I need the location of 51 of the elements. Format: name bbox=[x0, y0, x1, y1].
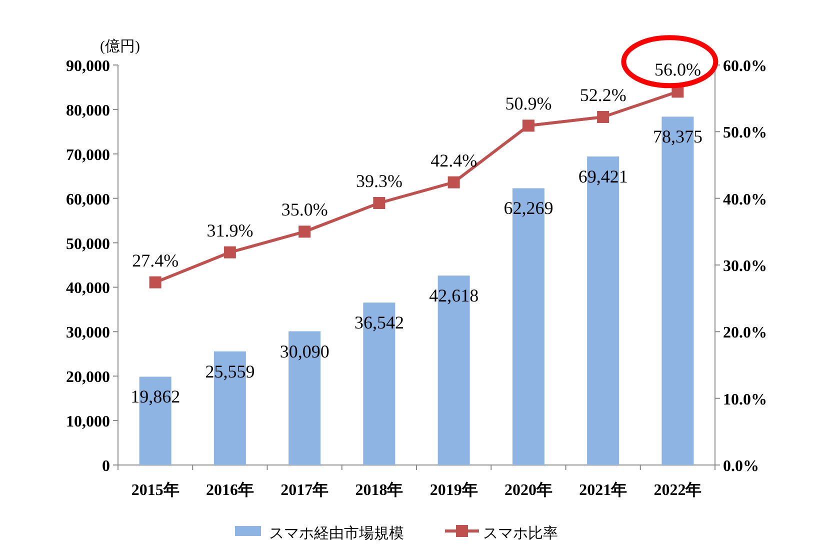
legend-label: スマホ比率 bbox=[483, 524, 558, 542]
legend-label: スマホ経由市場規模 bbox=[269, 524, 404, 542]
y-tick-label: 30,000 bbox=[66, 324, 110, 342]
y2-tick-label: 10.0% bbox=[723, 391, 767, 408]
data-label: 31.9% bbox=[206, 220, 254, 240]
y-tick-label: 90,000 bbox=[66, 58, 110, 75]
y-axis-title: (億円) bbox=[100, 38, 140, 55]
y-tick-label: 80,000 bbox=[66, 102, 110, 120]
data-label: 39.3% bbox=[356, 171, 402, 191]
x-tick-label: 2015年 bbox=[131, 481, 180, 499]
data-label: 52.2% bbox=[580, 85, 626, 105]
data-label: 78,375 bbox=[652, 126, 702, 147]
data-label: 19,862 bbox=[130, 386, 180, 407]
point bbox=[224, 246, 236, 258]
data-label: 36,542 bbox=[354, 312, 404, 333]
point bbox=[448, 176, 460, 188]
y2-tick-label: 30.0% bbox=[723, 258, 767, 275]
data-label: 56.0% bbox=[654, 60, 701, 80]
y-tick-label: 20,000 bbox=[66, 369, 110, 386]
data-label: 42.4% bbox=[430, 150, 478, 170]
x-tick-label: 2016年 bbox=[206, 481, 254, 499]
data-label: 62,269 bbox=[504, 198, 554, 218]
y-tick-label: 60,000 bbox=[66, 191, 110, 208]
point bbox=[373, 197, 386, 209]
data-label: 42,618 bbox=[429, 286, 479, 306]
x-tick-label: 2022年 bbox=[654, 481, 702, 499]
data-label: 27.4% bbox=[132, 250, 179, 270]
y-tick-label: 40,000 bbox=[66, 280, 110, 298]
point bbox=[597, 111, 610, 123]
x-tick-label: 2017年 bbox=[280, 481, 329, 499]
x-tick-label: 2020年 bbox=[504, 481, 552, 499]
point bbox=[149, 276, 162, 288]
point bbox=[298, 226, 311, 238]
y2-tick-label: 40.0% bbox=[723, 191, 767, 208]
x-tick-label: 2021年 bbox=[579, 481, 628, 499]
data-label: 25,559 bbox=[205, 361, 255, 382]
data-label: 35.0% bbox=[281, 200, 328, 220]
y-tick-label: 10,000 bbox=[66, 414, 110, 431]
y-tick-label: 0 bbox=[102, 458, 110, 475]
y2-tick-label: 0.0% bbox=[723, 458, 759, 475]
data-label: 69,421 bbox=[578, 166, 628, 186]
data-label: 50.9% bbox=[505, 94, 552, 114]
y-tick-label: 70,000 bbox=[66, 146, 110, 164]
data-label: 30,090 bbox=[280, 341, 330, 362]
y2-tick-label: 50.0% bbox=[723, 124, 767, 142]
y-tick-label: 50,000 bbox=[66, 236, 110, 253]
point bbox=[522, 120, 534, 132]
y2-tick-label: 60.0% bbox=[723, 58, 767, 75]
y2-tick-label: 20.0% bbox=[723, 324, 767, 342]
x-tick-label: 2018年 bbox=[355, 481, 404, 499]
x-tick-label: 2019年 bbox=[430, 481, 478, 499]
